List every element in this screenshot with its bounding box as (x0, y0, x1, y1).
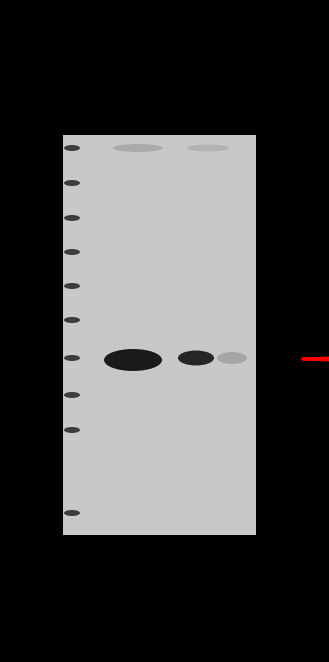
Ellipse shape (64, 249, 80, 255)
Ellipse shape (64, 355, 80, 361)
Ellipse shape (64, 510, 80, 516)
Ellipse shape (113, 144, 163, 152)
Ellipse shape (187, 144, 229, 152)
Bar (63, 135, 256, 535)
Ellipse shape (64, 283, 80, 289)
Ellipse shape (64, 427, 80, 433)
Ellipse shape (64, 317, 80, 323)
Ellipse shape (64, 215, 80, 221)
Ellipse shape (217, 352, 247, 364)
Ellipse shape (64, 180, 80, 186)
Ellipse shape (64, 145, 80, 151)
Ellipse shape (178, 350, 214, 365)
Ellipse shape (64, 392, 80, 398)
Ellipse shape (104, 349, 162, 371)
